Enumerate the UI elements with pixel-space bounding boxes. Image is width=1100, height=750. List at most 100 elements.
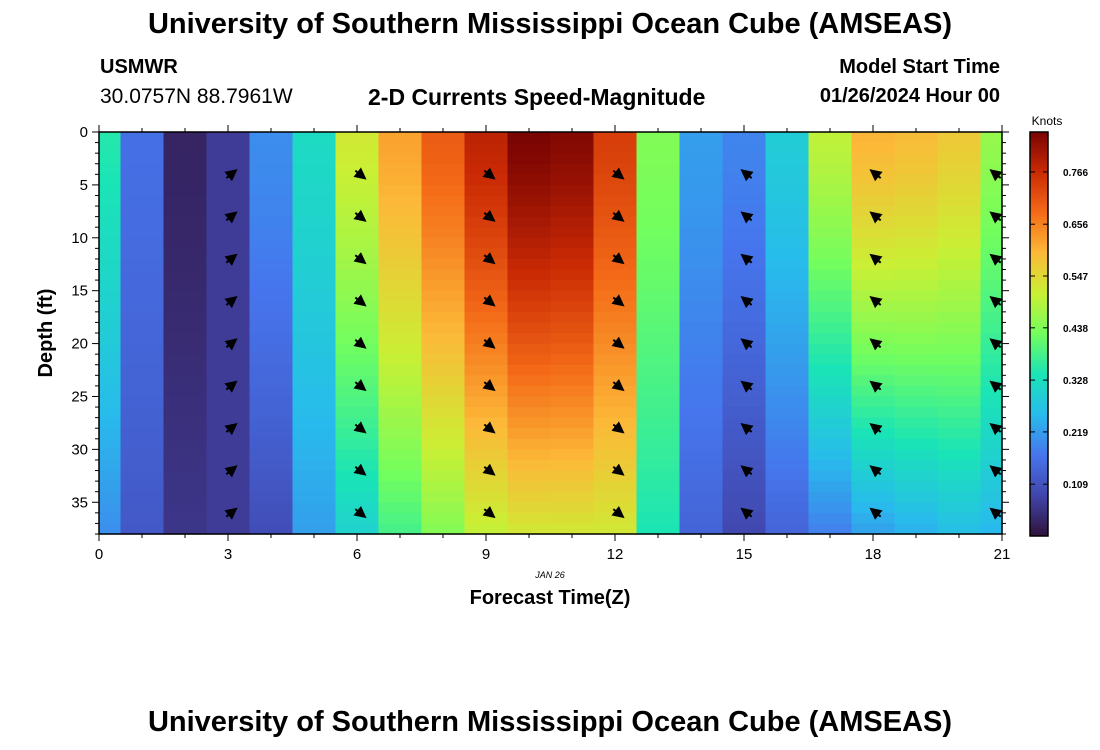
heatmap-cell — [507, 470, 552, 482]
heatmap-cell — [249, 174, 294, 186]
heatmap-cell — [464, 385, 509, 398]
heatmap-cell — [421, 227, 466, 239]
station-id: USMWR — [100, 56, 178, 78]
heatmap-cell — [507, 290, 552, 302]
heatmap-cell — [292, 354, 337, 366]
heatmap-cell — [335, 481, 380, 493]
current-arrow — [869, 423, 883, 436]
heatmap-cell — [937, 512, 982, 525]
heatmap-cell — [722, 280, 767, 292]
heatmap-cell — [378, 396, 423, 408]
heatmap-cell — [249, 470, 294, 482]
current-arrow — [869, 169, 883, 182]
heatmap-cell — [808, 512, 853, 525]
heatmap-cell — [722, 258, 767, 271]
current-arrow — [869, 380, 883, 393]
heatmap-cell — [99, 322, 122, 334]
heatmap-cell — [292, 142, 337, 154]
heatmap-cell — [99, 375, 122, 387]
heatmap-cell — [550, 311, 595, 324]
heatmap-cell — [722, 132, 767, 144]
heatmap-cell — [894, 481, 939, 493]
heatmap-cell — [163, 248, 208, 260]
heatmap-cell — [249, 449, 294, 461]
heatmap-cell — [636, 375, 681, 387]
heatmap-cell — [335, 364, 380, 376]
heatmap-cell — [808, 163, 853, 175]
heatmap-cell — [851, 322, 896, 334]
heatmap-cell — [378, 407, 423, 419]
heatmap-cell — [550, 258, 595, 271]
heatmap-cell — [120, 216, 165, 228]
heatmap-cell — [808, 311, 853, 324]
heatmap-cell — [507, 142, 552, 154]
heatmap-cell — [292, 184, 337, 197]
heatmap-cell — [163, 237, 208, 249]
current-arrow — [353, 421, 367, 434]
heatmap-cell — [292, 470, 337, 482]
heatmap-cell — [679, 449, 724, 461]
heatmap-cell — [163, 322, 208, 334]
heatmap-cell — [378, 142, 423, 154]
heatmap-cell — [593, 481, 638, 493]
heatmap-cell — [378, 512, 423, 525]
heatmap-cell — [120, 258, 165, 271]
current-arrow — [989, 423, 1003, 436]
heatmap-cell — [464, 354, 509, 366]
heatmap-cell — [679, 491, 724, 503]
x-tick-label: 21 — [994, 546, 1011, 563]
heatmap-cell — [99, 142, 122, 154]
heatmap-cell — [507, 491, 552, 503]
heatmap-cell — [249, 280, 294, 292]
current-arrow — [353, 209, 367, 222]
heatmap-cell — [851, 132, 896, 144]
heatmap-cell — [851, 396, 896, 408]
heatmap-cell — [593, 428, 638, 440]
current-arrow — [482, 505, 496, 519]
heatmap-cell — [421, 343, 466, 355]
heatmap-cell — [507, 407, 552, 419]
heatmap-cell — [550, 142, 595, 154]
heatmap-cell — [765, 258, 810, 271]
heatmap-cell — [507, 459, 552, 472]
heatmap-cell — [464, 280, 509, 292]
heatmap-cell — [378, 385, 423, 398]
heatmap-cell — [378, 280, 423, 292]
axes: 0 3 6 9 12 15 18 21 0 5 10 15 20 25 30 35 — [71, 124, 1010, 563]
heatmap-cell — [464, 449, 509, 461]
heatmap-cell — [636, 322, 681, 334]
heatmap-cell — [206, 237, 251, 249]
heatmap-cell — [550, 153, 595, 165]
heatmap-cell — [421, 206, 466, 218]
heatmap-cell — [851, 385, 896, 398]
heatmap-cell — [593, 195, 638, 207]
heatmap-cell — [163, 481, 208, 493]
heatmap-cell — [636, 407, 681, 419]
heatmap-cell — [808, 301, 853, 313]
heatmap-cell — [636, 396, 681, 408]
heatmap-cell — [679, 438, 724, 450]
current-arrow — [482, 421, 496, 434]
heatmap-cell — [550, 481, 595, 493]
heatmap-cell — [163, 438, 208, 450]
current-arrow — [740, 380, 754, 393]
heatmap-cell — [378, 206, 423, 218]
heatmap-cell — [120, 438, 165, 450]
heatmap-cell — [679, 132, 724, 144]
heatmap-cell — [120, 449, 165, 461]
heatmap-cell — [99, 481, 122, 493]
current-arrow — [353, 463, 367, 476]
heatmap-cell — [894, 163, 939, 175]
heatmap-cell — [679, 174, 724, 186]
heatmap-cell — [851, 428, 896, 440]
heatmap-cell — [894, 428, 939, 440]
heatmap-cell — [722, 142, 767, 154]
heatmap-cell — [851, 407, 896, 419]
current-arrow — [224, 169, 238, 182]
heatmap-cell — [292, 523, 337, 535]
heatmap-cell — [722, 407, 767, 419]
heatmap-cell — [851, 142, 896, 154]
heatmap-cell — [120, 512, 165, 525]
heatmap-cell — [163, 407, 208, 419]
heatmap-cell — [249, 343, 294, 355]
